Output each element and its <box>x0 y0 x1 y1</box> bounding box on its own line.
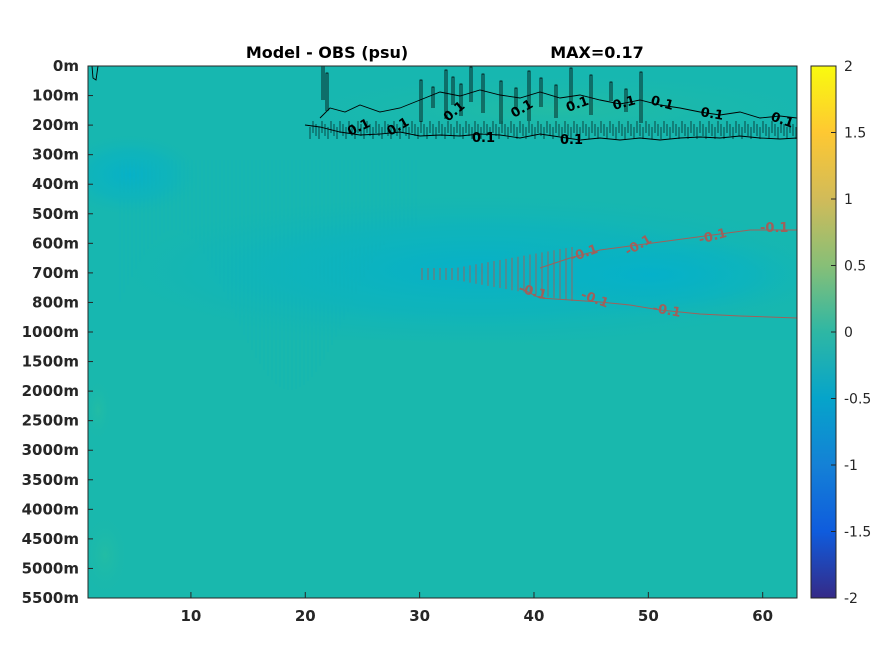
positive-anomaly-deep <box>88 515 127 595</box>
x-tick-label: 20 <box>295 607 316 625</box>
y-tick-label: 0m <box>53 57 79 75</box>
contour-spike <box>639 71 643 123</box>
contour-label-pos-6: 0.1 <box>611 93 637 113</box>
contour-label-pos-7: 0.1 <box>649 93 675 113</box>
contour-spike <box>527 70 531 121</box>
contour-spike <box>325 72 329 111</box>
contour-spike <box>609 81 613 101</box>
positive-anomaly-edge <box>88 380 112 440</box>
x-tick-label: 60 <box>752 607 773 625</box>
contour-label-neg-7: -0.1 <box>651 301 682 321</box>
colorbar-tick-label: 1 <box>844 192 853 208</box>
contour-label-pos-5: 0.1 <box>564 94 591 116</box>
y-tick-label: 2000m <box>22 382 79 400</box>
contour-negative-hatch <box>421 247 573 301</box>
negative-anomaly-core <box>480 230 797 320</box>
y-tick-label: 300m <box>32 146 79 164</box>
colorbar-tick-label: 1.5 <box>844 126 866 142</box>
contour-label-pos-11: 0.1 <box>560 133 583 148</box>
contour-spike <box>554 84 558 118</box>
contour-label-neg-3: -0.1 <box>697 226 728 248</box>
colorbar-ticks: 2 1.5 1 0.5 0 -0.5 -1 -1.5 -2 <box>831 59 871 607</box>
colorbar-tick-label: -0.5 <box>844 392 871 408</box>
colorbar-tick-label: 0.5 <box>844 259 866 275</box>
x-axis: 10 20 30 40 50 60 <box>180 592 773 625</box>
contour-spike <box>451 76 455 105</box>
contour-positive-upper <box>319 89 797 119</box>
y-tick-label: 400m <box>32 175 79 193</box>
contour-negative-upper <box>539 229 797 269</box>
y-tick-label: 600m <box>32 234 79 252</box>
colorbar-tick-label: -1 <box>844 458 858 474</box>
colorbar-tick-label: 0 <box>844 325 853 341</box>
x-tick-label: 50 <box>638 607 659 625</box>
colorbar-tick-label: 2 <box>844 59 853 75</box>
contour-label-pos-8: 0.1 <box>699 105 724 124</box>
contour-spike <box>459 83 463 116</box>
y-tick-label: 2500m <box>22 412 79 430</box>
y-tick-label: 3500m <box>22 471 79 489</box>
contour-spike <box>514 87 518 110</box>
chart-max-label: MAX=0.17 <box>550 43 644 62</box>
y-tick-label: 4000m <box>22 500 79 518</box>
contour-spike <box>431 86 435 108</box>
contour-positive-surface-spike <box>91 66 99 81</box>
contour-label-pos-10: 0.1 <box>472 131 495 146</box>
chart-title: Model - OBS (psu) <box>246 43 408 62</box>
y-tick-label: 5000m <box>22 559 79 577</box>
column-texture <box>119 160 417 390</box>
y-tick-label: 100m <box>32 87 79 105</box>
contour-spike <box>321 66 325 100</box>
contour-spikes <box>309 66 797 139</box>
y-tick-label: 5500m <box>22 589 79 607</box>
x-tick-label: 10 <box>180 607 201 625</box>
contour-label-neg-4: -0.1 <box>760 221 788 236</box>
contour-label-pos-9: 0.1 <box>769 110 796 132</box>
x-tick-label: 40 <box>524 607 545 625</box>
contour-label-neg-5: -0.1 <box>517 281 548 303</box>
contour-spike <box>419 79 423 122</box>
heatmap-deep-layer <box>88 340 797 598</box>
colorbar-tick-label: -1.5 <box>844 525 871 541</box>
y-tick-label: 4500m <box>22 530 79 548</box>
y-tick-label: 3000m <box>22 441 79 459</box>
y-tick-label: 700m <box>32 264 79 282</box>
contour-negative-lower <box>519 287 797 319</box>
y-tick-label: 800m <box>32 293 79 311</box>
contour-spike <box>444 69 448 119</box>
y-tick-label: 1000m <box>22 323 79 341</box>
colorbar-tick-label: -2 <box>844 591 858 607</box>
contour-spike <box>499 80 503 124</box>
contour-spike <box>539 77 543 107</box>
y-tick-label: 1500m <box>22 353 79 371</box>
contour-spike <box>624 88 628 112</box>
contour-spike <box>569 67 573 104</box>
contour-spike <box>481 73 485 113</box>
negative-anomaly-upper-left <box>88 135 200 215</box>
y-axis: 0m 100m 200m 300m 400m 500m 600m 700m 800m 1000m 1… <box>22 57 93 607</box>
y-tick-label: 500m <box>32 205 79 223</box>
y-tick-label: 200m <box>32 116 79 134</box>
x-tick-label: 30 <box>409 607 430 625</box>
contour-spike <box>589 74 593 115</box>
contour-spike <box>469 66 473 102</box>
